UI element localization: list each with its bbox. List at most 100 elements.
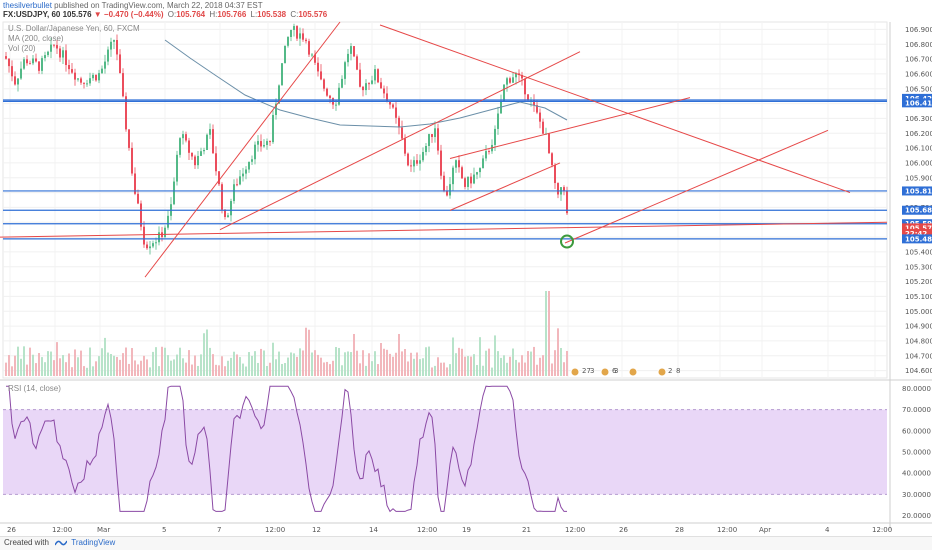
volume-bar <box>362 350 364 376</box>
rsi-tick-label: 30.0000 <box>902 491 931 499</box>
candle-body <box>527 94 529 101</box>
volume-bar <box>203 333 205 376</box>
event-flag-icon <box>600 367 610 377</box>
candle-body <box>398 117 400 128</box>
candle-body <box>206 134 208 151</box>
candle-body <box>185 134 187 141</box>
candle-body <box>506 78 508 85</box>
candle-body <box>524 78 526 95</box>
volume-bar <box>488 348 490 376</box>
price-tick-label: 106.200 <box>905 130 932 138</box>
event-flag-icon <box>628 367 638 377</box>
candle-body <box>44 55 46 59</box>
volume-bar <box>425 347 427 376</box>
volume-bar <box>44 362 46 376</box>
volume-bar <box>239 357 241 376</box>
candle-body <box>350 46 352 54</box>
volume-bar <box>221 356 223 376</box>
volume-bar <box>302 350 304 376</box>
volume-bar <box>146 359 148 376</box>
volume-bar <box>347 351 349 376</box>
volume-bar <box>161 346 163 376</box>
volume-bar <box>392 356 394 376</box>
tradingview-brand[interactable]: TradingView <box>71 538 116 547</box>
time-label: 19 <box>462 526 471 534</box>
volume-bar <box>395 352 397 376</box>
candle-body <box>266 141 268 146</box>
volume-bar <box>545 291 547 376</box>
volume-bar <box>440 362 442 376</box>
candle-body <box>287 36 289 46</box>
volume-bar <box>272 342 274 376</box>
price-tick-label: 106.900 <box>905 26 932 34</box>
price-tick-label: 104.800 <box>905 337 932 345</box>
volume-bar <box>320 357 322 376</box>
time-label: Mar <box>97 526 110 534</box>
price-tick-label: 106.100 <box>905 145 932 153</box>
volume-bar <box>164 347 166 376</box>
volume-bar <box>380 342 382 376</box>
candle-body <box>122 73 124 97</box>
volume-bar <box>434 365 436 376</box>
time-axis[interactable]: 26 12:00 Mar 5 7 12:00 12 14 12:00 19 21 12:00 26 28 1… <box>0 522 932 534</box>
candle-body <box>467 176 469 187</box>
price-tag-text: 105.488 <box>905 235 932 243</box>
publish-header: thesilverbullet published on TradingView… <box>0 0 932 20</box>
candle-body <box>95 74 97 81</box>
volume-bar <box>530 351 532 376</box>
candle-body <box>17 78 19 85</box>
volume-bar <box>329 364 331 376</box>
volume-bar <box>158 366 160 376</box>
volume-bar <box>20 358 22 376</box>
candle-body <box>389 101 391 105</box>
volume-bar <box>275 359 277 376</box>
volume-bar <box>143 355 145 376</box>
volume-bar <box>563 362 565 376</box>
volume-bar <box>521 355 523 376</box>
time-label: 26 <box>7 526 16 534</box>
event-flag-icon <box>657 367 667 377</box>
volume-bar <box>182 358 184 376</box>
candle-body <box>539 112 541 122</box>
rsi-band <box>3 409 887 495</box>
rsi-tick-label: 40.0000 <box>902 470 931 478</box>
price-change: ▼ −0.470 (−0.44%) <box>93 10 164 19</box>
rsi-pane[interactable]: 80.0000 70.0000 60.0000 50.0000 40.0000 30.00… <box>0 379 932 520</box>
volume-bar <box>140 360 142 376</box>
volume-bar <box>224 366 226 376</box>
candle-body <box>230 201 232 216</box>
candle-body <box>29 63 31 65</box>
price-tick-label: 106.700 <box>905 56 932 64</box>
volume-bar <box>284 363 286 376</box>
price-tick-label: 105.200 <box>905 278 932 286</box>
candle-body <box>434 128 436 137</box>
price-axis[interactable]: 106.900 106.800 106.700 106.600 106.500 106.4… <box>905 26 932 375</box>
volume-bar <box>191 364 193 376</box>
chart-canvas[interactable]: 106.900 106.800 106.700 106.600 106.500 106.4… <box>0 0 932 536</box>
volume-bar <box>407 361 409 376</box>
volume-bar <box>374 351 376 376</box>
candle-body <box>512 77 514 83</box>
candle-body <box>197 155 199 166</box>
candle-body <box>227 215 229 217</box>
volume-bar <box>209 347 211 376</box>
event-count: 6 <box>612 367 617 375</box>
volume-bar <box>92 366 94 376</box>
economic-events[interactable]: 27 3 63 2 8 <box>570 367 680 377</box>
candle-body <box>416 160 418 164</box>
candle-body <box>452 167 454 185</box>
author-link[interactable]: thesilverbullet <box>3 1 52 10</box>
candle-body <box>473 174 475 184</box>
price-tag <box>902 223 932 233</box>
rsi-tick-label: 60.0000 <box>902 427 931 435</box>
candle-body <box>80 78 82 83</box>
last-price: 105.576 <box>62 10 92 19</box>
candle-body <box>167 215 169 228</box>
volume-bar <box>200 354 202 376</box>
symbol-line: FX:USDJPY, 60 105.576 ▼ −0.470 (−0.44%) … <box>3 10 328 19</box>
price-tag <box>902 205 932 215</box>
publish-info: published on TradingView.com, March 22, … <box>54 1 263 10</box>
volume-bar <box>410 352 412 376</box>
drawings[interactable] <box>0 21 888 278</box>
candle-body <box>548 133 550 154</box>
